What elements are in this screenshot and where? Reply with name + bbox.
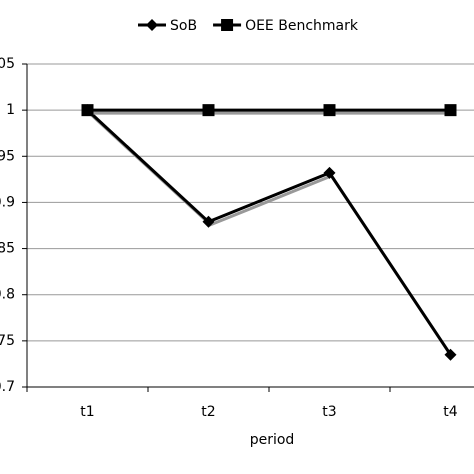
marker	[202, 104, 215, 117]
legend-label: SoB	[170, 18, 197, 34]
y-tick-label: 0.8	[0, 287, 15, 303]
marker	[81, 104, 94, 117]
x-tick-label: t2	[201, 404, 215, 420]
marker	[146, 19, 158, 31]
y-tick-label: 1.05	[0, 56, 15, 72]
y-tick-label: 0.7	[0, 379, 15, 395]
y-tick-label: 0.95	[0, 148, 15, 164]
marker	[202, 215, 215, 228]
x-tick-label: t4	[443, 404, 457, 420]
marker	[221, 19, 234, 31]
marker	[444, 348, 457, 361]
marker	[323, 104, 336, 117]
marker	[444, 104, 457, 117]
y-tick-label: 0.75	[0, 333, 15, 349]
x-tick-label: t1	[80, 404, 94, 420]
line-shadow	[88, 112, 454, 359]
x-axis-label: period	[250, 432, 295, 448]
x-tick-label: t3	[322, 404, 336, 420]
legend-label: OEE Benchmark	[245, 18, 359, 34]
y-tick-label: 1	[6, 102, 15, 118]
y-tick-label: 0.9	[0, 194, 15, 210]
y-tick-label: 0.85	[0, 241, 15, 257]
line	[86, 109, 452, 356]
marker	[323, 166, 336, 179]
